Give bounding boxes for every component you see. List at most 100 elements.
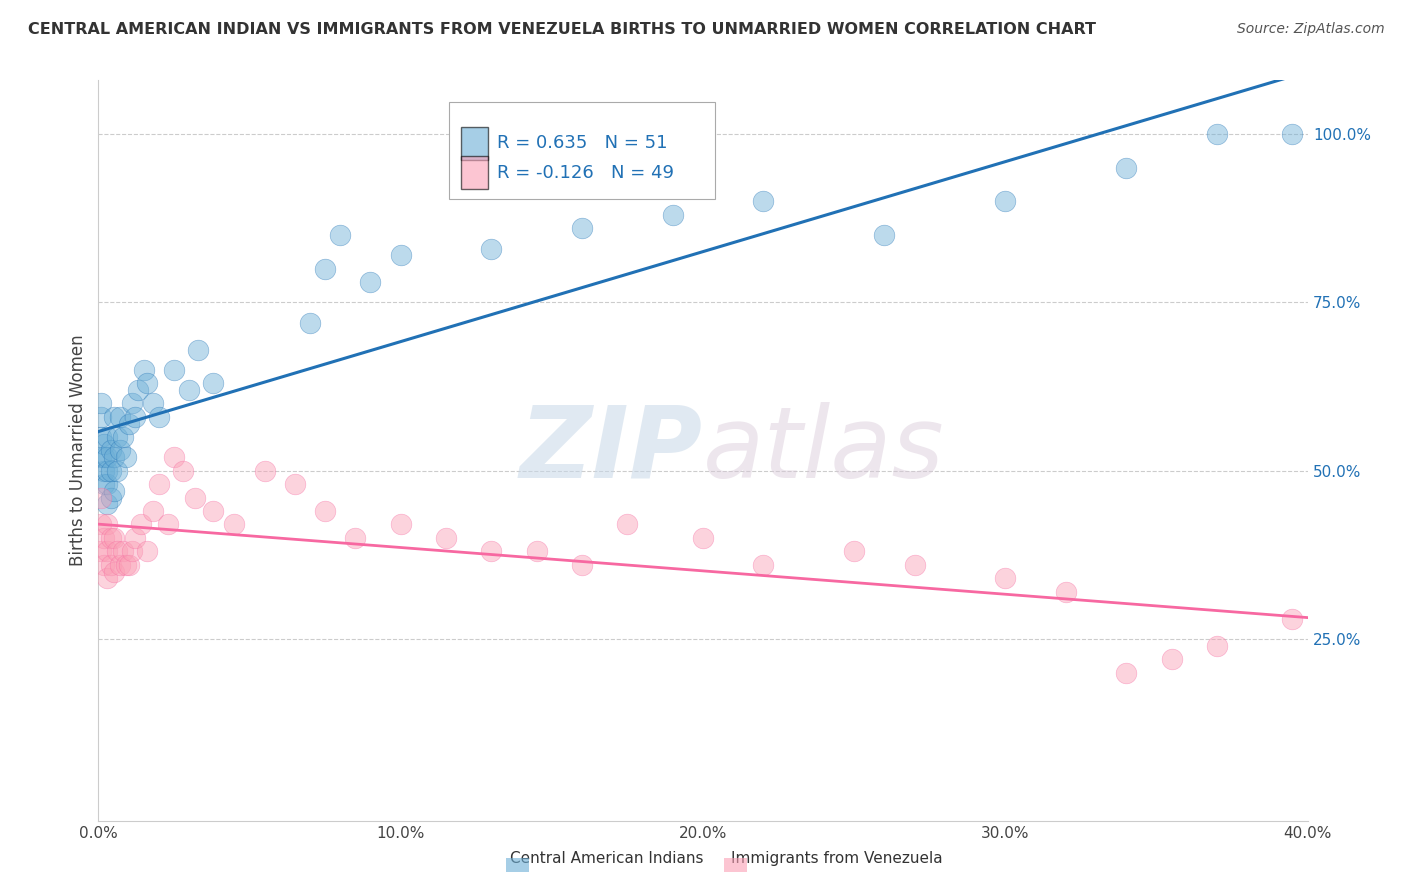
Text: Central American Indians: Central American Indians [509, 852, 703, 866]
Point [96, 430, 118, 444]
Text: atlas: atlas [703, 402, 945, 499]
Point [481, 242, 503, 256]
Point [616, 517, 638, 532]
Point [96, 497, 118, 511]
Text: R = -0.126   N = 49: R = -0.126 N = 49 [498, 164, 675, 182]
Point [389, 248, 412, 262]
Point [103, 483, 125, 498]
Point [96, 464, 118, 478]
Point [100, 464, 122, 478]
Point [1054, 584, 1077, 599]
Point [135, 376, 157, 391]
Point [100, 491, 122, 505]
Point [121, 396, 143, 410]
Point [111, 430, 134, 444]
Point [752, 558, 775, 572]
Point [148, 409, 170, 424]
Text: ZIP: ZIP [520, 402, 703, 499]
Point [118, 417, 141, 431]
Point [103, 531, 125, 545]
Point [904, 558, 927, 572]
Point [90, 450, 112, 465]
Point [111, 544, 134, 558]
Point [314, 504, 336, 518]
Point [108, 443, 131, 458]
Point [93, 436, 115, 450]
Point [96, 450, 118, 465]
Point [100, 443, 122, 458]
Point [994, 571, 1017, 585]
Point [90, 409, 112, 424]
Point [1206, 127, 1229, 141]
Point [124, 409, 146, 424]
Point [481, 544, 503, 558]
Point [103, 409, 125, 424]
Point [105, 464, 128, 478]
Point [179, 383, 201, 397]
Point [1115, 161, 1137, 175]
Point [103, 450, 125, 465]
Point [360, 275, 382, 289]
Point [96, 477, 118, 491]
Point [142, 396, 165, 410]
Point [135, 544, 157, 558]
Point [389, 517, 412, 532]
Point [108, 558, 131, 572]
Text: R = 0.635   N = 51: R = 0.635 N = 51 [498, 134, 668, 153]
Text: Immigrants from Venezuela: Immigrants from Venezuela [731, 852, 943, 866]
Point [100, 531, 122, 545]
Point [844, 544, 866, 558]
Point [187, 343, 209, 357]
Point [329, 228, 352, 243]
Text: CENTRAL AMERICAN INDIAN VS IMMIGRANTS FROM VENEZUELA BIRTHS TO UNMARRIED WOMEN C: CENTRAL AMERICAN INDIAN VS IMMIGRANTS FR… [28, 22, 1097, 37]
Point [1206, 639, 1229, 653]
Point [224, 517, 246, 532]
Point [132, 362, 155, 376]
Point [172, 464, 194, 478]
Point [253, 464, 276, 478]
Point [148, 477, 170, 491]
Point [114, 450, 136, 465]
Point [1281, 612, 1303, 626]
Point [90, 396, 112, 410]
Point [994, 194, 1017, 209]
FancyBboxPatch shape [449, 103, 716, 199]
Point [526, 544, 548, 558]
Point [314, 261, 336, 276]
Point [127, 383, 149, 397]
Point [90, 430, 112, 444]
Point [96, 544, 118, 558]
Point [103, 565, 125, 579]
Point [105, 544, 128, 558]
Point [108, 409, 131, 424]
Point [93, 558, 115, 572]
Point [752, 194, 775, 209]
Point [96, 517, 118, 532]
Point [90, 491, 112, 505]
Text: Source: ZipAtlas.com: Source: ZipAtlas.com [1237, 22, 1385, 37]
Point [1281, 127, 1303, 141]
Point [93, 531, 115, 545]
Point [202, 376, 225, 391]
Point [124, 531, 146, 545]
Point [105, 430, 128, 444]
Point [571, 558, 593, 572]
Point [299, 316, 322, 330]
Point [118, 558, 141, 572]
Point [114, 558, 136, 572]
Point [284, 477, 307, 491]
FancyBboxPatch shape [461, 127, 488, 160]
FancyBboxPatch shape [461, 156, 488, 189]
Point [129, 517, 152, 532]
Point [163, 450, 186, 465]
Point [100, 558, 122, 572]
Point [344, 531, 367, 545]
Point [202, 504, 225, 518]
Point [1115, 665, 1137, 680]
Point [93, 477, 115, 491]
Point [1160, 652, 1182, 666]
Point [156, 517, 179, 532]
Point [571, 221, 593, 235]
Point [661, 208, 683, 222]
Point [184, 491, 207, 505]
